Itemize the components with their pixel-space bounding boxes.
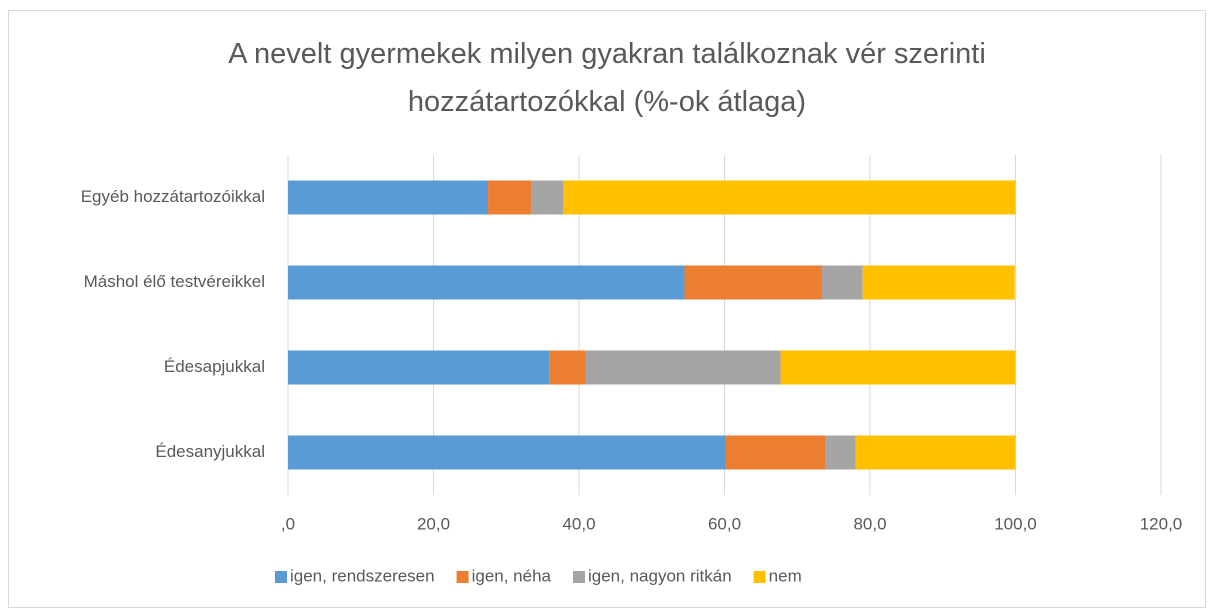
- x-tick-label: 100,0: [994, 514, 1037, 533]
- x-tick-label: 40,0: [562, 514, 595, 533]
- bar-segment: [288, 435, 726, 470]
- legend-swatch: [456, 571, 469, 583]
- legend-label: igen, rendszeresen: [290, 566, 435, 585]
- x-tick-label: 120,0: [1140, 514, 1183, 533]
- x-tick-label: 60,0: [708, 514, 741, 533]
- bar-segment: [780, 350, 1016, 385]
- bar-segment: [825, 435, 856, 470]
- bar-segment: [855, 435, 1016, 470]
- legend-swatch: [275, 571, 287, 583]
- bar-segment: [288, 265, 685, 300]
- y-tick-label: Egyéb hozzátartozóikkal: [81, 187, 265, 206]
- bar-segment: [821, 265, 863, 300]
- legend-label: nem: [769, 566, 802, 585]
- bar-segment: [725, 435, 826, 470]
- y-tick-label: Édesapjukkal: [164, 357, 265, 376]
- x-tick-label: ,0: [281, 514, 295, 533]
- y-tick-label: Édesanyjukkal: [155, 442, 265, 461]
- bar-segment: [549, 350, 586, 385]
- bar-segment: [288, 180, 489, 215]
- chart-frame: [8, 10, 1206, 608]
- legend-swatch: [573, 571, 585, 583]
- bar-segment: [562, 180, 1016, 215]
- bar-segment: [862, 265, 1015, 300]
- bar-segment: [684, 265, 822, 300]
- bar-segment: [585, 350, 781, 385]
- legend-label: igen, nagyon ritkán: [588, 566, 732, 585]
- chart-title: A nevelt gyermekek milyen gyakran találk…: [228, 38, 986, 118]
- bar-segment: [530, 180, 563, 215]
- x-tick-label: 20,0: [417, 514, 450, 533]
- bar-segment: [488, 180, 531, 215]
- legend-label: igen, néha: [472, 566, 552, 585]
- bar-segment: [288, 350, 550, 385]
- legend-swatch: [753, 571, 766, 583]
- y-tick-label: Máshol élő testvéreikkel: [84, 272, 265, 291]
- x-tick-label: 80,0: [853, 514, 886, 533]
